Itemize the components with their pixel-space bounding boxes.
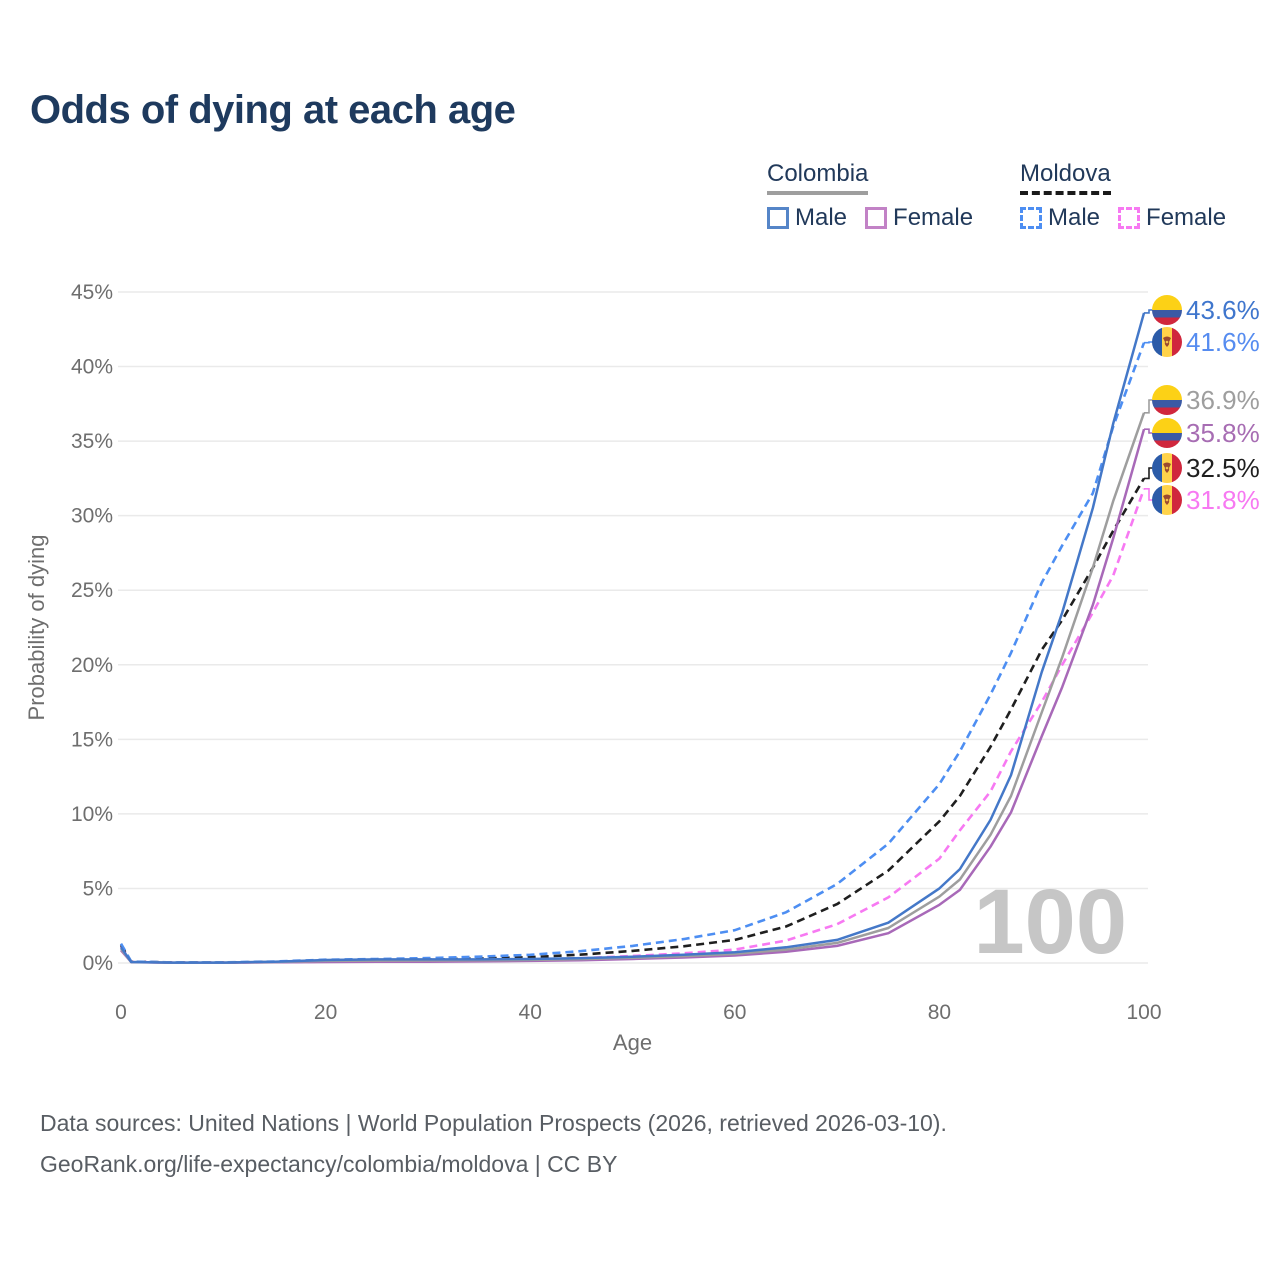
x-tick-label: 20 xyxy=(314,1001,337,1024)
x-tick-label: 0 xyxy=(115,1001,127,1024)
series-line-colombia-male[interactable] xyxy=(119,312,1146,964)
end-label-value: 32.5% xyxy=(1186,453,1260,483)
y-tick-label: 20% xyxy=(71,654,113,677)
age-watermark: 100 xyxy=(974,871,1128,973)
end-label-value: 36.9% xyxy=(1186,385,1260,415)
end-label-moldova-male: 41.6% xyxy=(1144,327,1260,357)
end-label-moldova-both: 32.5% xyxy=(1144,453,1260,483)
flag-moldova-icon xyxy=(1152,327,1182,357)
x-tick-label: 60 xyxy=(723,1001,746,1024)
end-label-connector xyxy=(1144,428,1153,434)
x-tick-label: 100 xyxy=(1126,1001,1161,1024)
y-tick-label: 45% xyxy=(71,281,113,304)
y-axis-title: Probability of dying xyxy=(24,535,49,721)
legend-item-colombia-male[interactable]: Male xyxy=(767,204,847,232)
moldova-male-swatch-icon xyxy=(1020,207,1042,229)
legend-item-colombia-female[interactable]: Female xyxy=(865,204,973,232)
legend-label-moldova-male: Male xyxy=(1048,204,1101,231)
x-axis-title: Age xyxy=(613,1030,652,1055)
x-tick-label: 80 xyxy=(928,1001,951,1024)
flag-moldova-icon xyxy=(1152,453,1182,483)
legend-label-colombia-female: Female xyxy=(893,204,974,231)
legend-group-moldova: Moldova Male Female xyxy=(1020,160,1226,232)
legend-group-colombia: Colombia Male Female xyxy=(767,160,973,232)
flag-colombia-icon xyxy=(1152,295,1182,325)
attribution-line: GeoRank.org/life-expectancy/colombia/mol… xyxy=(40,1151,618,1177)
legend-item-moldova-male[interactable]: Male xyxy=(1020,204,1100,232)
y-tick-label: 30% xyxy=(71,505,113,528)
end-label-colombia-male: 43.6% xyxy=(1144,295,1260,325)
legend-label-moldova-female: Female xyxy=(1146,204,1227,231)
data-source-line: Data sources: United Nations | World Pop… xyxy=(40,1110,947,1136)
y-tick-label: 0% xyxy=(83,952,113,975)
flag-moldova-icon xyxy=(1152,485,1182,515)
end-label-value: 35.8% xyxy=(1186,418,1260,448)
end-label-connector xyxy=(1144,487,1153,501)
flag-colombia-icon xyxy=(1152,385,1182,415)
y-tick-label: 10% xyxy=(71,803,113,826)
end-label-colombia-both: 36.9% xyxy=(1144,385,1260,415)
end-label-value: 43.6% xyxy=(1186,295,1260,325)
flag-colombia-icon xyxy=(1152,418,1182,448)
y-tick-label: 15% xyxy=(71,728,113,751)
moldova-female-swatch-icon xyxy=(1118,207,1141,229)
legend-country-colombia[interactable]: Colombia xyxy=(767,160,869,195)
y-tick-label: 25% xyxy=(71,579,113,602)
end-label-value: 31.8% xyxy=(1186,485,1260,515)
end-label-connector xyxy=(1144,309,1153,314)
end-label-value: 41.6% xyxy=(1186,327,1260,357)
end-label-connector xyxy=(1144,399,1153,414)
end-label-colombia-female: 35.8% xyxy=(1144,418,1260,448)
end-label-connector xyxy=(1144,341,1153,344)
x-tick-label: 40 xyxy=(519,1001,542,1024)
legend-item-moldova-female[interactable]: Female xyxy=(1118,204,1226,232)
y-tick-label: 5% xyxy=(83,877,113,900)
page-title: Odds of dying at each age xyxy=(30,88,516,132)
colombia-male-swatch-icon xyxy=(767,207,789,229)
y-tick-label: 35% xyxy=(71,430,113,453)
legend-country-moldova[interactable]: Moldova xyxy=(1020,160,1111,195)
colombia-female-swatch-icon xyxy=(865,207,888,229)
end-label-moldova-female: 31.8% xyxy=(1144,485,1260,515)
end-label-connector xyxy=(1144,467,1153,480)
y-tick-label: 40% xyxy=(71,356,113,379)
legend-items-moldova: Male Female xyxy=(1020,204,1226,232)
series-line-moldova-male[interactable] xyxy=(119,342,1146,964)
legend-items-colombia: Male Female xyxy=(767,204,973,232)
legend-label-colombia-male: Male xyxy=(795,204,848,231)
